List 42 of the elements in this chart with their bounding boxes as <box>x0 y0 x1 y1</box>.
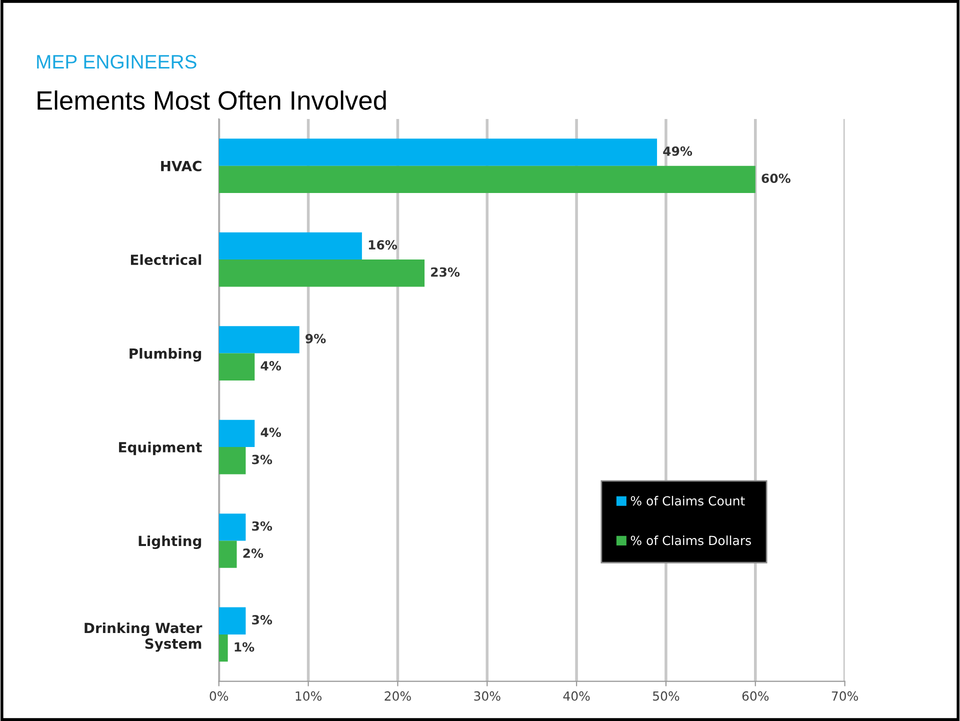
x-tick-label: 0% <box>210 691 228 701</box>
bar <box>218 166 756 194</box>
bar <box>218 353 255 380</box>
x-tick-label: 60% <box>742 691 769 701</box>
data-label: 4% <box>260 361 282 371</box>
legend-label: % of Claims Dollars <box>630 536 751 546</box>
data-label: 16% <box>368 240 398 250</box>
bar <box>218 326 300 354</box>
bar <box>218 607 246 634</box>
x-tick-label: 10% <box>296 691 322 701</box>
bar <box>218 634 228 662</box>
y-tick-label: Lighting <box>138 535 202 550</box>
data-label: 4% <box>260 428 282 438</box>
x-tick-label: 40% <box>563 691 590 701</box>
x-tick-label: 20% <box>384 691 411 701</box>
y-tick-label: Electrical <box>130 254 202 266</box>
data-label: 3% <box>252 615 272 625</box>
bar <box>218 138 658 166</box>
data-label: 1% <box>234 642 254 652</box>
data-label: 23% <box>431 267 460 277</box>
y-tick-label: Equipment <box>119 442 202 456</box>
bar <box>218 420 255 448</box>
y-tick-label: Plumbing <box>130 348 202 362</box>
bar <box>218 232 362 260</box>
x-tick-label: 50% <box>653 691 680 701</box>
x-tick-label: 30% <box>474 691 500 701</box>
data-label: 2% <box>243 548 264 558</box>
y-tick-label: Drinking Water System <box>84 622 202 652</box>
legend-label: % of Claims Count <box>630 496 745 506</box>
data-label: 60% <box>762 174 790 184</box>
x-tick-label: 70% <box>832 691 858 701</box>
chart-title: Elements Most Often Involved <box>38 90 386 110</box>
bar <box>218 540 237 568</box>
data-label: 3% <box>252 454 272 464</box>
bar <box>218 260 425 287</box>
data-label: 9% <box>306 334 326 344</box>
y-tick-label: HVAC <box>161 160 202 172</box>
chart-subtitle: MEP ENGINEERS <box>37 54 196 69</box>
bar <box>218 447 246 474</box>
data-label: 3% <box>252 521 272 531</box>
bar <box>218 514 246 541</box>
data-label: 49% <box>663 146 692 156</box>
